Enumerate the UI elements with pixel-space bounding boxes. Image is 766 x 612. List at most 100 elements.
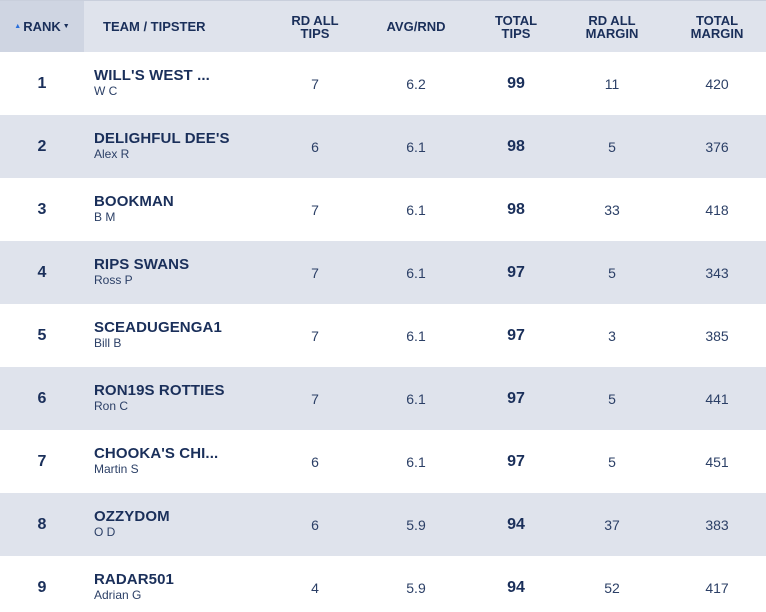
avg-rnd-cell: 6.1 — [406, 138, 426, 155]
avg-rnd-cell: 6.1 — [406, 201, 426, 218]
table-row[interactable]: 1 WILL'S WEST ... W C 7 6.2 99 11 420 — [0, 52, 766, 115]
team-name-link[interactable]: SCEADUGENGA1 — [94, 319, 222, 336]
team-name-link[interactable]: RON19S ROTTIES — [94, 382, 225, 399]
table-row[interactable]: 2 DELIGHFUL DEE'S Alex R 6 6.1 98 5 376 — [0, 115, 766, 178]
total-tips-cell: 97 — [507, 389, 525, 407]
tipster-name: O D — [94, 525, 116, 539]
total-tips-column-header[interactable]: TOTAL TIPS — [494, 12, 538, 41]
rd-all-tips-cell: 6 — [311, 453, 319, 470]
total-margin-cell: 420 — [705, 75, 729, 92]
team-name-link[interactable]: DELIGHFUL DEE'S — [94, 130, 230, 147]
tipster-name: Ross P — [94, 273, 133, 287]
total-tips-cell: 98 — [507, 200, 525, 218]
rd-all-margin-cell: 5 — [608, 390, 616, 407]
total-margin-cell: 385 — [705, 327, 729, 344]
tipster-name: Martin S — [94, 462, 139, 476]
rank-cell: 7 — [37, 452, 47, 470]
tipster-name: Ron C — [94, 399, 129, 413]
rd-all-tips-cell: 7 — [311, 327, 319, 344]
avg-rnd-cell: 5.9 — [406, 516, 426, 533]
team-cell: RON19S ROTTIES Ron C — [84, 383, 274, 414]
team-cell: RADAR501 Adrian G — [84, 572, 274, 603]
rd-all-tips-cell: 4 — [311, 579, 319, 596]
table-row[interactable]: 6 RON19S ROTTIES Ron C 7 6.1 97 5 441 — [0, 367, 766, 430]
tipster-name: Alex R — [94, 147, 130, 161]
total-margin-cell: 417 — [705, 579, 729, 596]
team-cell: DELIGHFUL DEE'S Alex R — [84, 131, 274, 162]
team-name-link[interactable]: BOOKMAN — [94, 193, 174, 210]
total-margin-column-header[interactable]: TOTAL MARGIN — [690, 12, 744, 41]
total-tips-cell: 94 — [507, 515, 525, 533]
avg-rnd-cell: 6.1 — [406, 390, 426, 407]
rd-all-margin-cell: 33 — [604, 201, 620, 218]
total-tips-cell: 98 — [507, 137, 525, 155]
table-row[interactable]: 5 SCEADUGENGA1 Bill B 7 6.1 97 3 385 — [0, 304, 766, 367]
total-tips-cell: 97 — [507, 326, 525, 344]
team-cell: SCEADUGENGA1 Bill B — [84, 320, 274, 351]
avg-rnd-cell: 6.1 — [406, 264, 426, 281]
sort-up-icon: ▲ — [14, 23, 22, 30]
team-column-header[interactable]: TEAM / TIPSTER — [103, 19, 206, 34]
table-row[interactable]: 3 BOOKMAN B M 7 6.1 98 33 418 — [0, 178, 766, 241]
team-cell: WILL'S WEST ... W C — [84, 68, 274, 99]
avg-rnd-cell: 6.1 — [406, 327, 426, 344]
team-name-link[interactable]: RIPS SWANS — [94, 256, 190, 273]
rank-cell: 5 — [37, 326, 47, 344]
rd-all-tips-cell: 7 — [311, 201, 319, 218]
team-name-link[interactable]: RADAR501 — [94, 571, 174, 588]
rank-cell: 8 — [37, 515, 47, 533]
rd-all-tips-cell: 7 — [311, 390, 319, 407]
rd-all-margin-cell: 5 — [608, 453, 616, 470]
tipster-name: W C — [94, 84, 118, 98]
rd-all-tips-cell: 6 — [311, 516, 319, 533]
table-header: ▲ RANK ▼ TEAM / TIPSTER RD ALL TIPS AVG/… — [0, 0, 766, 52]
rd-all-tips-cell: 7 — [311, 75, 319, 92]
rd-all-margin-cell: 11 — [604, 75, 620, 92]
rd-all-tips-column-header[interactable]: RD ALL TIPS — [291, 12, 339, 41]
team-cell: OZZYDOM O D — [84, 509, 274, 540]
team-cell: BOOKMAN B M — [84, 194, 274, 225]
total-tips-cell: 97 — [507, 452, 525, 470]
table-row[interactable]: 8 OZZYDOM O D 6 5.9 94 37 383 — [0, 493, 766, 556]
rd-all-margin-cell: 5 — [608, 138, 616, 155]
total-tips-cell: 94 — [507, 578, 525, 596]
total-margin-cell: 441 — [705, 390, 729, 407]
avg-rnd-cell: 5.9 — [406, 579, 426, 596]
table-body: 1 WILL'S WEST ... W C 7 6.2 99 11 420 2 DELIGHFUL… — [0, 52, 766, 612]
rank-cell: 3 — [37, 200, 47, 218]
rd-all-tips-cell: 6 — [311, 138, 319, 155]
total-tips-cell: 97 — [507, 263, 525, 281]
avg-rnd-cell: 6.1 — [406, 453, 426, 470]
tipster-name: Bill B — [94, 336, 122, 350]
total-margin-cell: 451 — [705, 453, 729, 470]
table-row[interactable]: 4 RIPS SWANS Ross P 7 6.1 97 5 343 — [0, 241, 766, 304]
rank-cell: 9 — [37, 578, 47, 596]
team-name-link[interactable]: CHOOKA'S CHI... — [94, 445, 219, 462]
rank-cell: 4 — [37, 263, 47, 281]
team-cell: CHOOKA'S CHI... Martin S — [84, 446, 274, 477]
rank-cell: 1 — [37, 74, 47, 92]
team-name-link[interactable]: OZZYDOM — [94, 508, 170, 525]
total-margin-cell: 343 — [705, 264, 729, 281]
rd-all-margin-cell: 37 — [604, 516, 620, 533]
rd-all-tips-cell: 7 — [311, 264, 319, 281]
rd-all-margin-cell: 3 — [608, 327, 616, 344]
sort-down-icon: ▼ — [62, 23, 70, 30]
team-name-link[interactable]: WILL'S WEST ... — [94, 67, 210, 84]
rank-header-label: RANK — [23, 19, 61, 34]
rank-column-header[interactable]: ▲ RANK ▼ — [0, 1, 84, 52]
rank-cell: 2 — [37, 137, 47, 155]
table-row[interactable]: 7 CHOOKA'S CHI... Martin S 6 6.1 97 5 451 — [0, 430, 766, 493]
rd-all-margin-column-header[interactable]: RD ALL MARGIN — [585, 12, 639, 41]
total-margin-cell: 383 — [705, 516, 729, 533]
avg-rnd-cell: 6.2 — [406, 75, 426, 92]
rank-cell: 6 — [37, 389, 47, 407]
tipster-name: Adrian G — [94, 588, 142, 602]
total-margin-cell: 418 — [705, 201, 729, 218]
total-margin-cell: 376 — [705, 138, 729, 155]
total-tips-cell: 99 — [507, 74, 525, 92]
tipster-name: B M — [94, 210, 116, 224]
table-row[interactable]: 9 RADAR501 Adrian G 4 5.9 94 52 417 — [0, 556, 766, 612]
avg-rnd-column-header[interactable]: AVG/RND — [386, 19, 446, 34]
